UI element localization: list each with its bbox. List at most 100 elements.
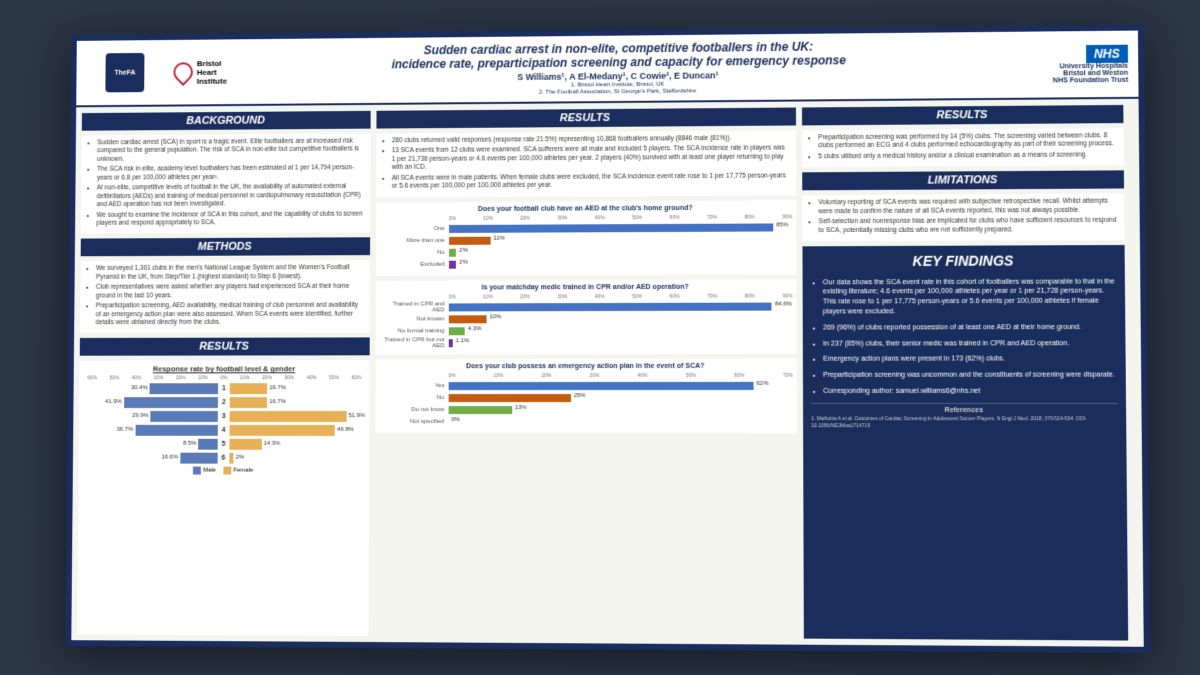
chart-bar-value: 0% bbox=[451, 416, 460, 422]
key-findings: KEY FINDINGS Our data shows the SCA even… bbox=[803, 245, 1129, 640]
diverge-value-female: 16.7% bbox=[269, 385, 286, 391]
legend-label: Female bbox=[234, 468, 254, 474]
list-item: Self-selection and nonresponse bias are … bbox=[819, 216, 1119, 234]
results-center-header: RESULTS bbox=[376, 107, 796, 128]
diverge-chart-title: Response rate by football level & gender bbox=[83, 364, 365, 373]
chart-bar-fill bbox=[449, 236, 491, 244]
chart-bar-fill bbox=[449, 260, 457, 268]
diverge-value-female: 14.3% bbox=[263, 441, 280, 447]
diverge-value-male: 29.9% bbox=[132, 413, 149, 419]
chart-bar-value: 13% bbox=[515, 404, 527, 410]
list-item: Voluntary reporting of SCA events was re… bbox=[818, 197, 1118, 216]
results-right-body: Preparticipation screening was performed… bbox=[802, 128, 1124, 168]
diverge-bar-female bbox=[230, 397, 268, 408]
chart-bar-value: 25% bbox=[574, 392, 586, 398]
limitations-header: LIMITATIONS bbox=[802, 170, 1124, 190]
list-item: 280 clubs returned valid responses (resp… bbox=[392, 134, 790, 145]
column-right: RESULTS Preparticipation screening was p… bbox=[802, 104, 1128, 640]
chart-bar-value: 1.1% bbox=[456, 337, 470, 343]
diverge-bar-female bbox=[229, 438, 261, 449]
column-center: RESULTS 280 clubs returned valid respons… bbox=[374, 107, 798, 638]
diverge-row: 30.4% 1 16.7% bbox=[83, 381, 365, 395]
diverge-tier-label: 2 bbox=[218, 399, 230, 406]
diverge-bar-female bbox=[229, 452, 234, 463]
chart-bar-value: 11% bbox=[493, 235, 504, 241]
background-body: Sudden cardiac arrest (SCA) in sport is … bbox=[81, 133, 370, 234]
chart-bar-value: 2% bbox=[459, 259, 468, 265]
chart-bar-label: Trained in CPR but not AED bbox=[379, 336, 448, 348]
chart-bar-row: Not known10% bbox=[379, 313, 792, 324]
list-item: Club representatives were asked whether … bbox=[96, 283, 364, 300]
diverge-value-female: 2% bbox=[236, 455, 245, 461]
aed-chart-title: Does your football club have an AED at t… bbox=[380, 203, 793, 212]
chart-bar-label: No formal training bbox=[379, 327, 448, 333]
title-block: Sudden cardiac arrest in non-elite, comp… bbox=[237, 37, 1006, 97]
diverge-tier-label: 1 bbox=[218, 385, 230, 392]
chart-bar-fill bbox=[448, 381, 753, 389]
list-item: Preparticipation screening was performed… bbox=[818, 132, 1117, 151]
chart-bar-fill bbox=[448, 338, 452, 346]
key-findings-title: KEY FINDINGS bbox=[811, 251, 1117, 272]
eap-chart: Does your club possess an emergency acti… bbox=[375, 358, 797, 432]
chart-bar-value: 62% bbox=[756, 380, 768, 386]
diverge-tier-label: 5 bbox=[218, 440, 230, 447]
nhs-logo-icon: NHS bbox=[1086, 44, 1128, 62]
aed-chart: Does your football club have an AED at t… bbox=[376, 199, 797, 275]
chart-bar-value: 10% bbox=[489, 313, 501, 319]
poster-header: TheFA Bristol Heart Institute Sudden car… bbox=[76, 30, 1138, 107]
chart-bar-value: 84.6% bbox=[775, 301, 792, 307]
chart-bar-label: No bbox=[380, 249, 449, 255]
legend-item: Female bbox=[224, 467, 254, 475]
chart-bar-fill bbox=[448, 326, 464, 334]
diverge-bar-female bbox=[229, 410, 346, 421]
chart-bar-fill bbox=[449, 223, 773, 232]
cpr-chart: Is your matchday medic trained in CPR an… bbox=[375, 279, 797, 354]
list-item: We surveyed 1,301 clubs in the men's Nat… bbox=[96, 264, 364, 282]
chart-bar-row: More than one11% bbox=[380, 234, 793, 246]
chart-bar-row: Excluded2% bbox=[380, 258, 793, 270]
diverge-bar-male bbox=[135, 424, 218, 435]
poster-body: BACKGROUND Sudden cardiac arrest (SCA) i… bbox=[71, 98, 1143, 646]
list-item: Preparticipation screening, AED availabi… bbox=[96, 301, 364, 327]
chart-bar-fill bbox=[449, 314, 487, 322]
chart-bar-fill bbox=[448, 393, 570, 401]
chart-bar-label: Do not know bbox=[379, 406, 448, 412]
diverge-value-female: 51.9% bbox=[348, 413, 365, 419]
diverge-value-male: 30.4% bbox=[131, 385, 148, 391]
list-item: 269 (96%) of clubs reported possession o… bbox=[823, 322, 1117, 332]
chart-bar-row: No 2% bbox=[380, 246, 793, 258]
diverge-tier-label: 4 bbox=[218, 426, 230, 433]
background-header: BACKGROUND bbox=[82, 110, 371, 130]
eap-chart-title: Does your club possess an emergency acti… bbox=[379, 362, 793, 369]
chart-bar-fill bbox=[448, 405, 512, 413]
chart-bar-value: 2% bbox=[459, 247, 468, 253]
chart-bar-row: Do not know 13% bbox=[379, 404, 793, 414]
diverge-tier-label: 3 bbox=[218, 412, 230, 419]
diverge-bar-male bbox=[124, 397, 218, 408]
chart-bar-label: Yes bbox=[379, 382, 448, 388]
fa-logo-icon: TheFA bbox=[105, 52, 144, 91]
cpr-chart-title: Is your matchday medic trained in CPR an… bbox=[379, 283, 792, 291]
diverge-legend: Male Female bbox=[83, 466, 365, 474]
chart-bar-value: 85% bbox=[776, 222, 788, 228]
diverge-bar-female bbox=[230, 383, 268, 394]
limitations-body: Voluntary reporting of SCA events was re… bbox=[802, 193, 1124, 241]
diverge-value-male: 16.6% bbox=[161, 455, 178, 461]
list-item: All SCA events were in male patients. Wh… bbox=[392, 172, 791, 191]
chart-bar-row: Trained in CPR and AED84.6% bbox=[379, 301, 792, 312]
chart-bar-fill bbox=[449, 248, 457, 256]
list-item: Our data shows the SCA event rate in thi… bbox=[823, 277, 1117, 317]
diverge-value-male: 8.5% bbox=[183, 441, 196, 447]
diverge-row: 29.9% 3 51.9% bbox=[83, 409, 365, 423]
diverge-value-female: 16.7% bbox=[269, 399, 286, 405]
legend-label: Male bbox=[203, 468, 216, 474]
diverge-value-male: 41.9% bbox=[105, 399, 122, 405]
chart-bar-fill bbox=[449, 302, 772, 311]
heart-icon bbox=[169, 58, 197, 86]
diverge-bar-male bbox=[150, 410, 217, 421]
diverge-bar-male bbox=[150, 383, 218, 394]
diverge-bar-male bbox=[198, 438, 217, 449]
list-item: Corresponding author: samuel.williams6@n… bbox=[823, 386, 1117, 396]
logo-bhi: Bristol Heart Institute bbox=[173, 58, 227, 85]
list-item: 13 SCA events from 12 clubs were examine… bbox=[392, 144, 790, 172]
